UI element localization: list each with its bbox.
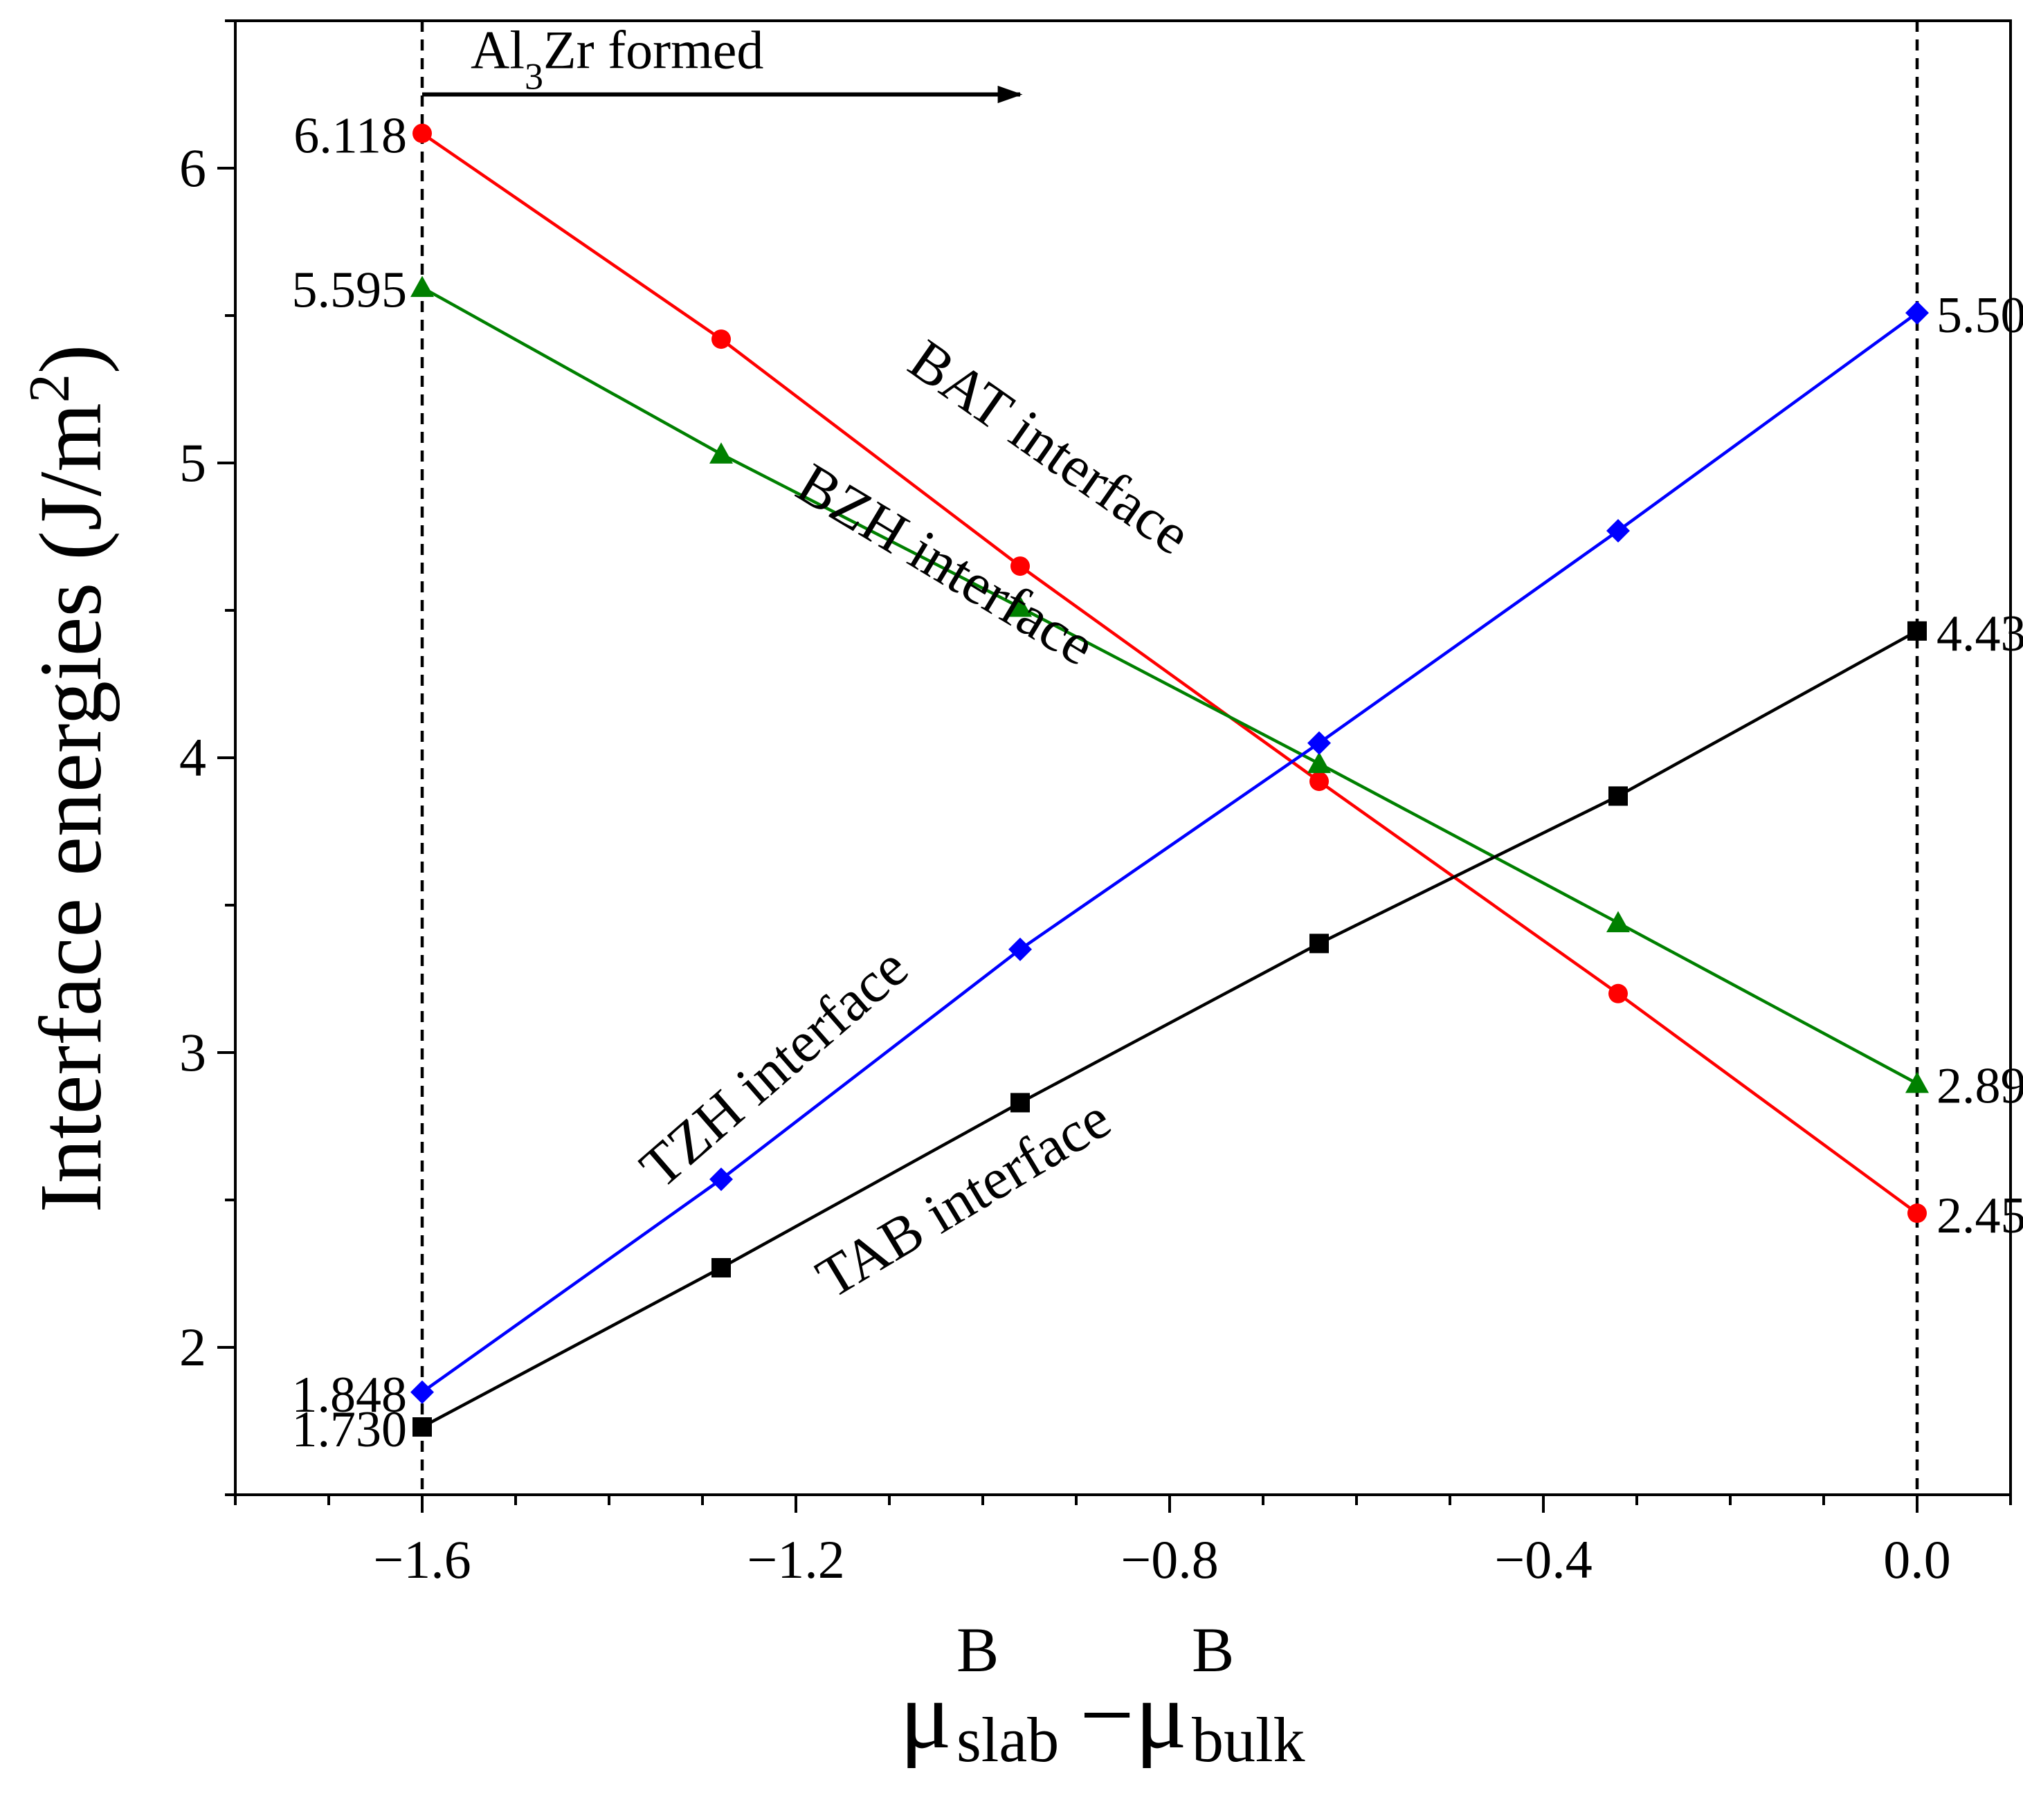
- ticks-group: −1.6 −1.2 −0.8 −0.4 0.0 2 3 4 5 6: [179, 21, 2011, 1590]
- x-tick-label: 0.0: [1883, 1529, 1951, 1590]
- reference-lines-group: [422, 21, 1917, 1495]
- x-tick-label: −1.6: [373, 1529, 471, 1590]
- data-point-triangle: [1606, 911, 1630, 933]
- series-bzh-interface: [410, 276, 1929, 1093]
- data-point-circle: [412, 124, 432, 143]
- plot-frame: [235, 21, 2011, 1495]
- x-tick-label: −0.8: [1121, 1529, 1219, 1590]
- data-point-triangle: [1905, 1072, 1929, 1093]
- series-label-tzh-interface: TZH interface: [628, 935, 920, 1201]
- data-point-triangle: [709, 442, 733, 464]
- annotation-group: Al3Zr formed: [422, 20, 1020, 98]
- end-value-label: 5.509: [1936, 287, 2023, 344]
- plot-frame-group: [235, 21, 2011, 1495]
- series-group: [410, 124, 1929, 1437]
- data-point-circle: [1907, 1203, 1927, 1223]
- data-point-circle: [711, 329, 731, 349]
- y-tick-label: 2: [179, 1317, 206, 1377]
- series-line-tab-interface: [422, 631, 1917, 1427]
- end-value-label: 6.118: [293, 108, 407, 165]
- x-axis-sup-1: B: [956, 1614, 999, 1685]
- annotation-label: Al3Zr formed: [471, 20, 763, 98]
- x-axis-sub-2: bulk: [1192, 1704, 1305, 1775]
- x-tick-label: −0.4: [1494, 1529, 1593, 1590]
- data-point-square: [711, 1258, 731, 1277]
- series-tab-interface: [412, 621, 1927, 1437]
- series-tzh-interface: [410, 301, 1929, 1404]
- y-tick-label: 5: [179, 433, 206, 493]
- end-value-label: 4.430: [1936, 606, 2023, 662]
- data-point-diamond: [1307, 731, 1331, 755]
- y-axis-title: Interface energies (J/m2): [17, 345, 120, 1213]
- x-axis-mu-1: μ: [900, 1662, 952, 1769]
- data-point-square: [1608, 786, 1628, 806]
- end-value-label: 2.895: [1936, 1058, 2023, 1115]
- data-point-square: [1010, 1093, 1030, 1112]
- data-point-square: [412, 1417, 432, 1437]
- series-line-tzh-interface: [422, 313, 1917, 1392]
- data-point-circle: [1309, 772, 1329, 791]
- data-point-square: [1309, 934, 1329, 953]
- end-value-label: 2.455: [1936, 1187, 2023, 1244]
- series-line-bzh-interface: [422, 288, 1917, 1084]
- data-point-triangle: [410, 276, 434, 298]
- y-tick-label: 4: [179, 727, 206, 788]
- data-point-square: [1907, 621, 1927, 641]
- x-tick-label: −1.2: [747, 1529, 845, 1590]
- data-point-circle: [1608, 984, 1628, 1003]
- data-point-diamond: [1905, 301, 1929, 325]
- x-axis-sub-1: slab: [956, 1704, 1059, 1775]
- x-axis-sup-2: B: [1192, 1614, 1234, 1685]
- y-tick-label: 3: [179, 1022, 206, 1082]
- end-value-label: 5.595: [292, 262, 408, 319]
- data-point-diamond: [1606, 519, 1630, 543]
- x-axis-mu-2: μ: [1135, 1662, 1187, 1769]
- data-point-diamond: [410, 1381, 434, 1404]
- series-bat-interface: [412, 124, 1927, 1223]
- y-tick-label: 6: [179, 138, 206, 198]
- end-value-label: 1.730: [292, 1401, 408, 1458]
- series-line-bat-interface: [422, 134, 1917, 1213]
- series-label-tab-interface: TAB interface: [806, 1086, 1121, 1311]
- x-axis-operator: −: [1080, 1662, 1134, 1769]
- data-point-triangle: [1307, 752, 1331, 774]
